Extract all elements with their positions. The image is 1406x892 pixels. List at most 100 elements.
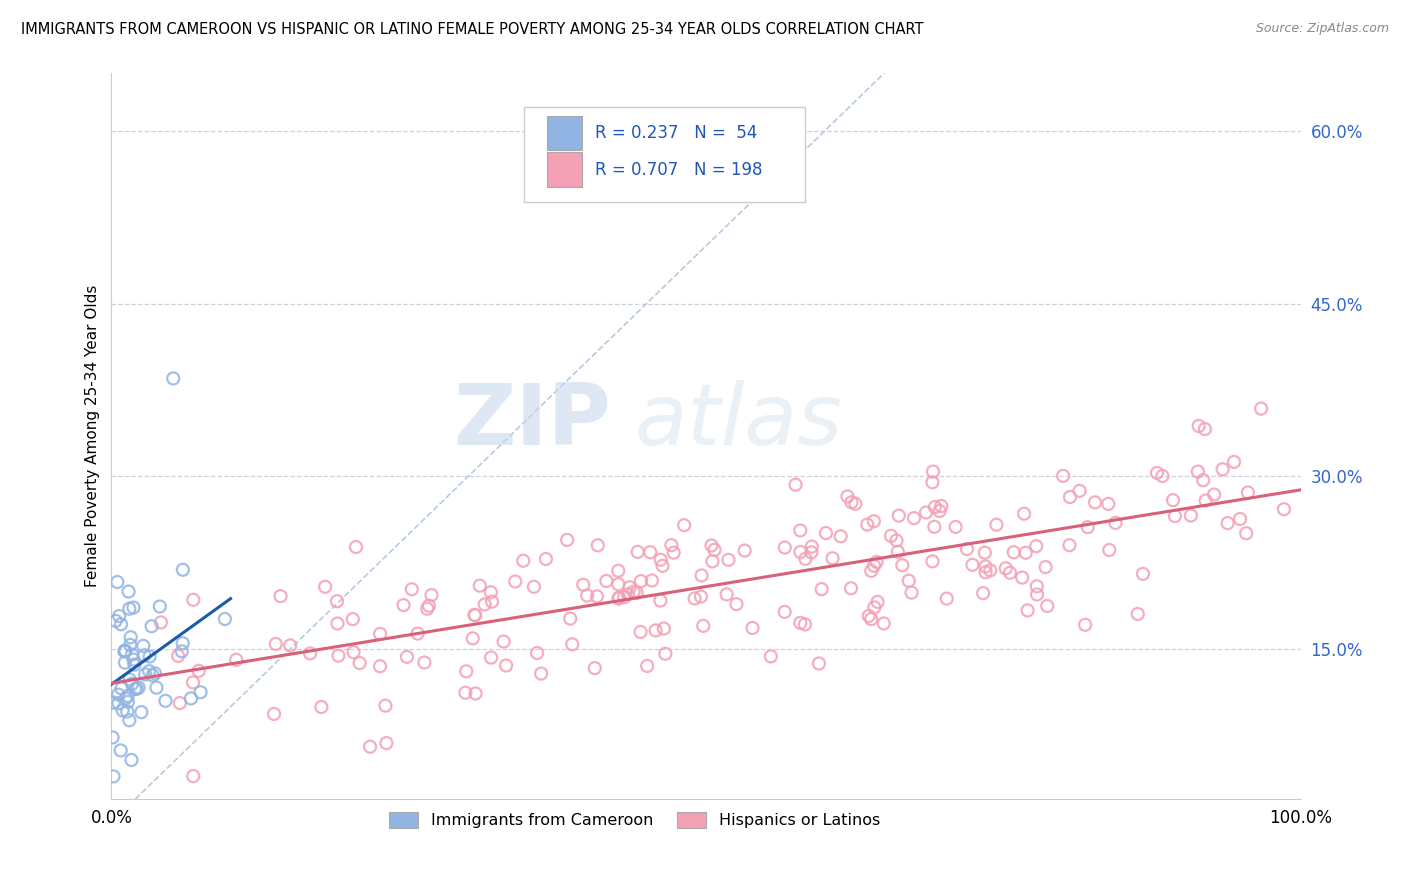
Point [924, 500, 946, 514]
Point [986, 517, 1008, 532]
Point [800, 540, 823, 554]
Point [264, 637, 287, 651]
Point [105, 574, 128, 589]
Point [921, 475, 943, 490]
Point [413, 656, 436, 670]
Point [110, 617, 132, 632]
Point [122, 600, 145, 615]
Point [101, 731, 124, 745]
Point [789, 524, 811, 538]
Point [741, 621, 763, 635]
Point [1216, 516, 1239, 530]
Point [863, 514, 886, 528]
Point [962, 558, 984, 572]
Point [915, 506, 938, 520]
Point [1237, 485, 1260, 500]
Point [117, 584, 139, 599]
Point [586, 590, 609, 604]
Point [1097, 497, 1119, 511]
Point [650, 593, 672, 607]
Point [619, 580, 641, 594]
Point [118, 601, 141, 615]
Point [368, 627, 391, 641]
Point [928, 504, 950, 518]
Point [924, 520, 946, 534]
Point [181, 769, 204, 783]
Point [111, 703, 134, 717]
Point [1074, 617, 1097, 632]
Point [170, 644, 193, 658]
Point [887, 508, 910, 523]
Point [278, 639, 301, 653]
Point [114, 691, 136, 706]
Point [794, 551, 817, 566]
Point [830, 529, 852, 543]
Point [860, 612, 883, 626]
Point [468, 579, 491, 593]
Point [613, 590, 636, 604]
Point [107, 696, 129, 710]
Point [880, 529, 903, 543]
Point [607, 564, 630, 578]
Point [785, 477, 807, 491]
Point [1012, 507, 1035, 521]
Point [172, 636, 194, 650]
Point [375, 736, 398, 750]
Point [759, 649, 782, 664]
Point [118, 714, 141, 728]
Y-axis label: Female Poverty Among 25-34 Year Olds: Female Poverty Among 25-34 Year Olds [86, 285, 100, 587]
Point [374, 698, 396, 713]
Point [1011, 570, 1033, 584]
Point [979, 563, 1001, 577]
Point [903, 511, 925, 525]
Point [630, 574, 652, 589]
Point [1036, 599, 1059, 613]
Text: Source: ZipAtlas.com: Source: ZipAtlas.com [1256, 22, 1389, 36]
Point [359, 739, 381, 754]
Point [1026, 587, 1049, 601]
Point [110, 743, 132, 757]
Point [492, 634, 515, 648]
Point [121, 753, 143, 767]
Point [479, 585, 502, 599]
Point [572, 578, 595, 592]
Point [122, 652, 145, 666]
Point [406, 626, 429, 640]
Point [734, 543, 756, 558]
Point [463, 607, 485, 622]
Point [349, 656, 371, 670]
Point [662, 546, 685, 560]
Point [134, 667, 156, 681]
Point [118, 673, 141, 687]
Point [607, 577, 630, 591]
Point [703, 542, 725, 557]
Point [114, 643, 136, 657]
Point [998, 566, 1021, 580]
Point [326, 616, 349, 631]
Point [866, 595, 889, 609]
Point [495, 658, 517, 673]
Point [652, 622, 675, 636]
Point [931, 499, 953, 513]
Point [683, 591, 706, 606]
Point [342, 612, 364, 626]
Point [650, 553, 672, 567]
Point [344, 540, 367, 554]
Point [481, 594, 503, 608]
Point [1229, 512, 1251, 526]
Point [897, 574, 920, 588]
Point [865, 555, 887, 569]
Point [181, 592, 204, 607]
Point [1194, 493, 1216, 508]
Point [716, 587, 738, 601]
Point [121, 648, 143, 662]
Point [107, 688, 129, 702]
Point [641, 574, 664, 588]
Point [464, 608, 486, 623]
Point [1126, 607, 1149, 621]
Point [844, 497, 866, 511]
Point [132, 639, 155, 653]
Point [108, 609, 131, 624]
Point [863, 600, 886, 615]
Point [1272, 502, 1295, 516]
